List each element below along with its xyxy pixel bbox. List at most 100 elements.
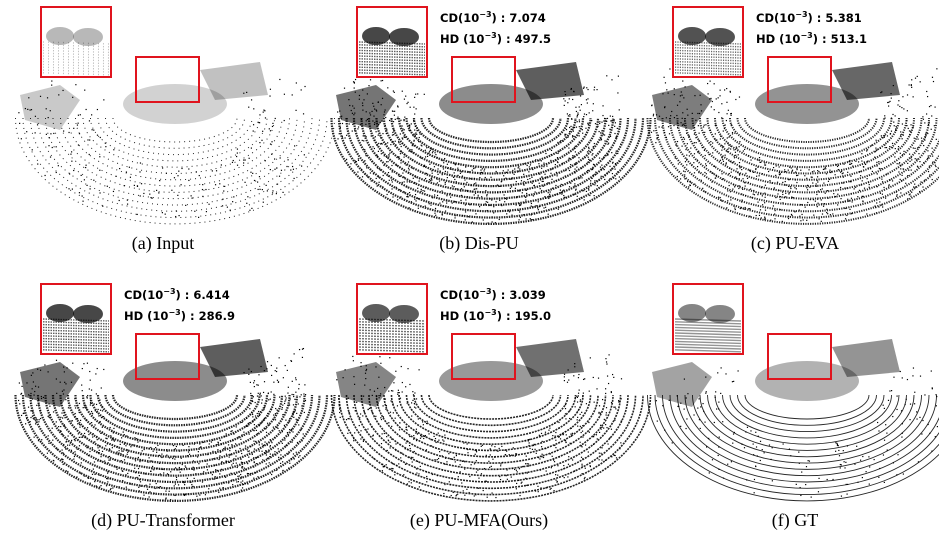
point — [32, 416, 33, 417]
point — [341, 118, 342, 119]
point — [156, 190, 157, 191]
point — [272, 192, 273, 193]
point — [903, 473, 904, 474]
point — [394, 474, 395, 475]
point — [303, 433, 304, 434]
point — [741, 193, 742, 194]
point — [554, 194, 555, 195]
point — [575, 172, 576, 173]
point — [503, 170, 504, 171]
point — [191, 484, 192, 485]
point — [109, 456, 110, 457]
point — [569, 410, 570, 411]
point — [393, 121, 394, 122]
point — [510, 188, 511, 189]
point — [413, 394, 414, 395]
point — [351, 110, 352, 111]
point — [442, 214, 443, 215]
point — [216, 444, 217, 445]
point — [26, 418, 27, 419]
point — [574, 470, 575, 471]
point — [35, 421, 36, 422]
point — [402, 182, 403, 183]
point — [102, 431, 103, 432]
point — [500, 463, 501, 464]
point — [576, 396, 577, 397]
point — [77, 439, 78, 440]
point — [76, 476, 77, 477]
point — [455, 461, 456, 462]
point — [226, 433, 227, 434]
point — [74, 416, 75, 417]
point — [293, 453, 294, 454]
point — [473, 168, 474, 169]
point — [584, 157, 585, 158]
point — [500, 465, 501, 466]
point — [26, 382, 27, 383]
point — [774, 187, 775, 188]
point — [420, 438, 421, 439]
point — [410, 448, 411, 449]
point — [259, 122, 260, 123]
point — [598, 378, 599, 379]
point — [301, 429, 302, 430]
point — [412, 159, 413, 160]
point — [235, 443, 236, 444]
point — [560, 438, 561, 439]
point — [385, 125, 386, 126]
point — [932, 162, 933, 163]
point — [889, 101, 890, 102]
point — [584, 113, 585, 114]
point — [574, 148, 575, 149]
point — [282, 414, 283, 415]
point — [289, 463, 290, 464]
point — [71, 382, 72, 383]
point — [256, 457, 257, 458]
point — [524, 202, 525, 203]
point — [734, 207, 735, 208]
point — [659, 116, 660, 117]
point — [263, 409, 264, 410]
point — [285, 420, 286, 421]
point — [679, 101, 680, 102]
point — [539, 435, 540, 436]
point — [240, 459, 241, 460]
point — [723, 161, 724, 162]
point — [862, 196, 863, 197]
point — [394, 115, 395, 116]
point — [58, 426, 59, 427]
point — [396, 165, 397, 166]
point — [79, 133, 80, 134]
point — [178, 484, 179, 485]
point — [558, 422, 559, 423]
point — [174, 449, 175, 450]
point — [729, 161, 730, 162]
point — [64, 426, 65, 427]
point — [703, 411, 704, 412]
point — [236, 463, 237, 464]
point — [372, 435, 373, 436]
point — [62, 434, 63, 435]
point — [742, 178, 743, 179]
point-cloud-ring — [16, 118, 335, 224]
point — [799, 463, 800, 464]
point — [430, 180, 431, 181]
point — [379, 182, 380, 183]
point — [84, 433, 85, 434]
point — [595, 172, 596, 173]
point — [550, 489, 551, 490]
point — [844, 467, 845, 468]
point — [380, 137, 381, 138]
point — [719, 437, 720, 438]
point — [259, 444, 260, 445]
point — [572, 459, 573, 460]
point — [388, 172, 389, 173]
point — [893, 377, 894, 378]
point — [457, 175, 458, 176]
point — [233, 463, 234, 464]
point — [288, 421, 289, 422]
point — [458, 169, 459, 170]
point — [260, 411, 261, 412]
point — [359, 95, 360, 96]
point — [930, 105, 931, 106]
